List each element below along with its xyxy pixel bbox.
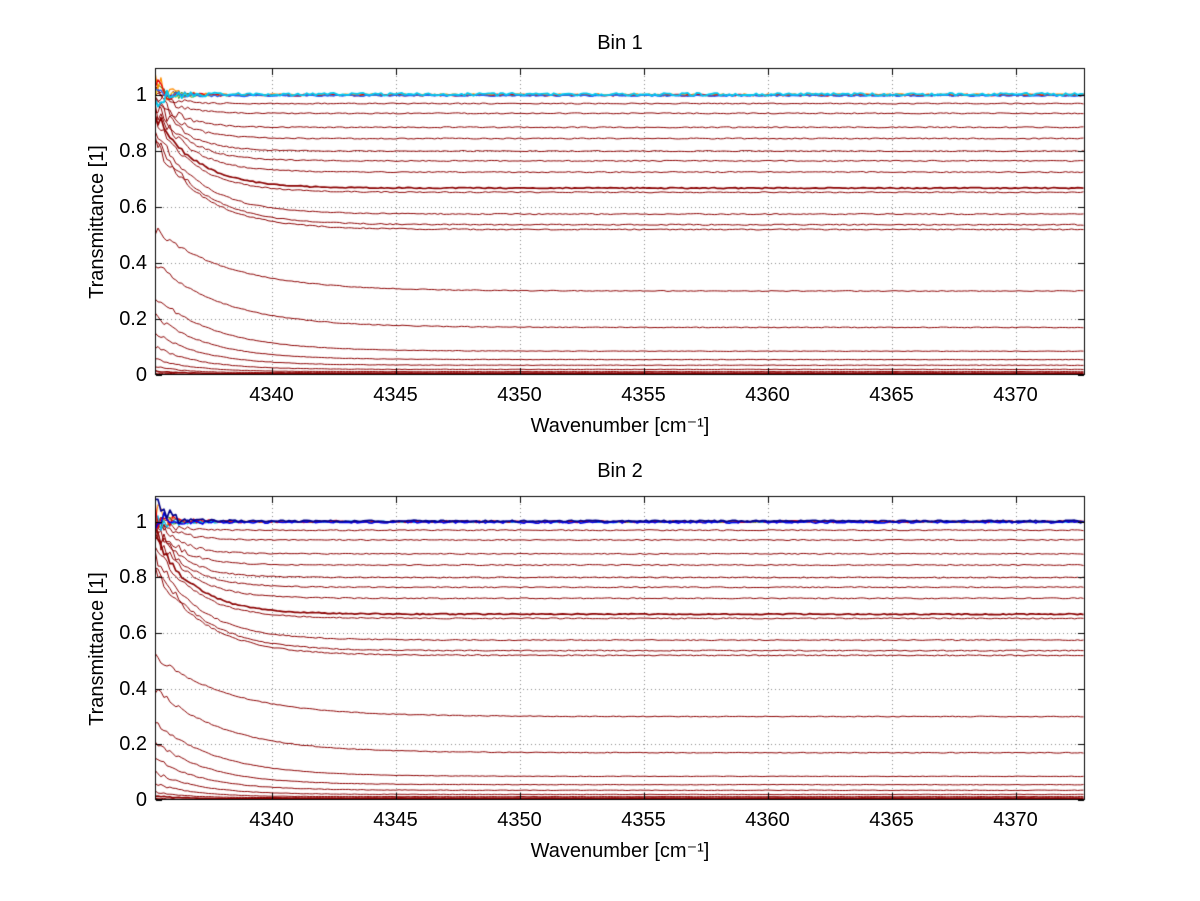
y-tick-label: 0.4 [119,252,147,275]
y-tick-label: 0.6 [119,622,147,645]
x-tick-label: 4370 [993,384,1038,406]
x-tick-label: 4340 [249,384,294,406]
x-tick-label: 4340 [249,809,294,831]
y-tick-label: 0.6 [119,196,147,219]
x-tick-label: 4365 [869,384,914,406]
x-tick-label: 4360 [745,384,790,406]
x-tick-label: 4345 [373,384,418,406]
y-tick-label: 1 [135,84,147,107]
x-tick-label: 4365 [869,809,914,831]
y-tick-label: 0.4 [119,677,147,700]
y-tick-label: 0 [135,364,147,386]
x-tick-label: 4360 [745,809,790,831]
subplot-2-xlabel: Wavenumber [cm⁻¹] [530,840,710,862]
subplot-1-xlabel: Wavenumber [cm⁻¹] [530,415,710,437]
subplot-1-ylabel: Transmittance [1] [86,145,108,299]
x-tick-label: 4345 [373,809,418,831]
x-tick-label: 4355 [621,384,666,406]
x-tick-label: 4350 [497,384,542,406]
y-tick-label: 0.2 [119,733,147,756]
y-tick-label: 0.8 [119,140,147,163]
subplot-2-title: Bin 2 [597,460,643,482]
y-tick-label: 1 [135,510,147,533]
x-tick-label: 4350 [497,809,542,831]
subplot-1-title: Bin 1 [597,32,643,54]
y-tick-label: 0.2 [119,308,147,331]
y-tick-label: 0.8 [119,566,147,589]
y-tick-label: 0 [135,789,147,811]
x-tick-label: 4355 [621,809,666,831]
x-tick-label: 4370 [993,809,1038,831]
